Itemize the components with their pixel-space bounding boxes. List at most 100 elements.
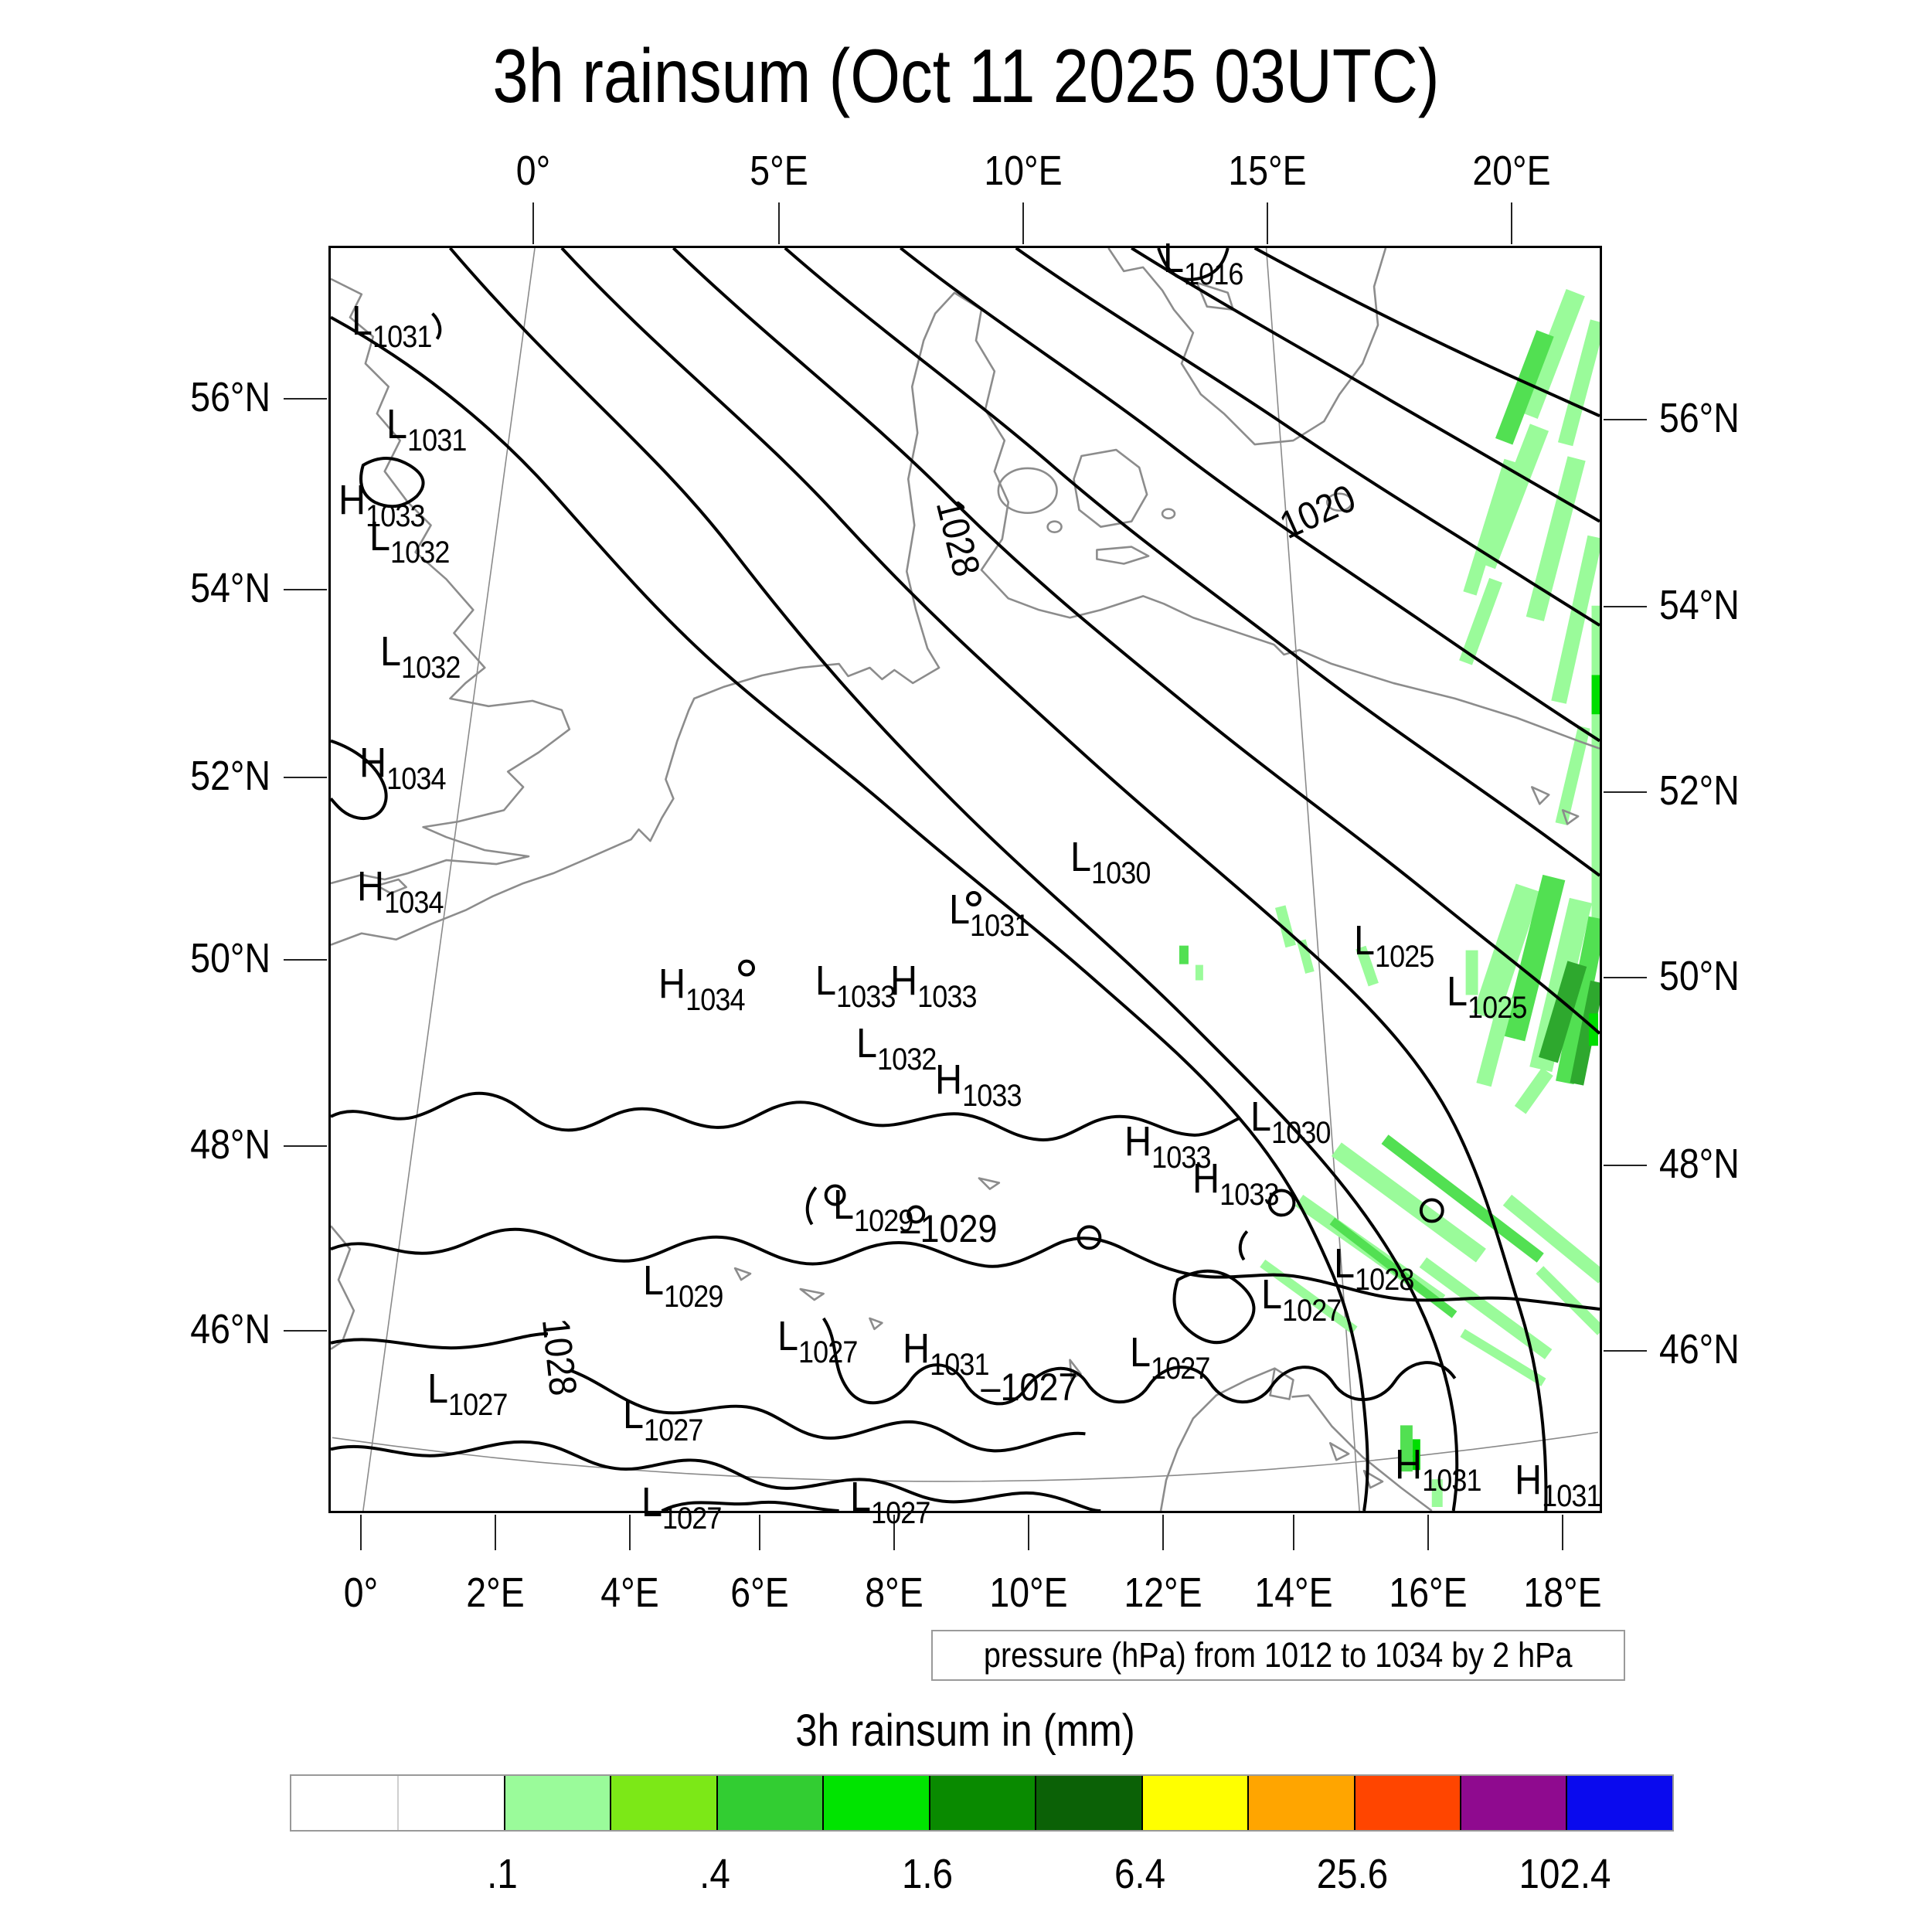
low-pressure-label: L1027 [623,1391,703,1447]
axis-tick-bottom [495,1515,496,1550]
axis-label-top: 15°E [1228,148,1307,194]
graticule [332,248,1599,1511]
axis-tick-bottom [1028,1515,1029,1550]
low-pressure-label: L1027 [1261,1271,1342,1328]
colorbar-tick-label: 1.6 [901,1851,953,1897]
axis-tick-bottom [360,1515,362,1550]
colorbar-cell [291,1776,398,1830]
axis-label-bottom: 2°E [466,1570,525,1616]
axis-label-top: 20°E [1472,148,1551,194]
high-pressure-label: H1033 [1192,1155,1279,1212]
low-pressure-label: L1030 [1070,834,1151,890]
colorbar-tick-label: .1 [487,1851,518,1897]
rain-cell [1570,980,1600,1086]
colorbar-cell [503,1776,611,1830]
colorbar-tick-label: 102.4 [1519,1851,1611,1897]
rain-cell [1556,916,1600,1085]
axis-label-left: 56°N [190,374,270,420]
low-pressure-label: L1027 [641,1479,722,1536]
rain-cell [1463,458,1518,596]
colorbar-tick-label: .4 [699,1851,730,1897]
contour-value-label: ‒1029 [900,1207,998,1250]
rain-cell [1502,1194,1600,1284]
coastlines [331,248,1600,1511]
axis-tick-bottom [1562,1515,1563,1550]
axis-tick-left [284,959,327,961]
rain-cell [1459,577,1502,665]
colorbar-cell [397,1776,504,1830]
axis-label-bottom: 16°E [1389,1570,1468,1616]
axis-tick-bottom [1293,1515,1294,1550]
low-pressure-label: L1025 [1447,968,1527,1025]
rain-cell [1526,456,1586,621]
contour-value-label: 1028 [533,1316,586,1398]
rain-cell [1476,423,1549,570]
colorbar-cell [610,1776,716,1830]
axis-label-top: 5°E [750,148,808,194]
axis-label-bottom: 4°E [600,1570,659,1616]
page-title: 3h rainsum (Oct 11 2025 03UTC) [492,33,1440,118]
low-pressure-label: L1028 [1334,1240,1414,1297]
rain-raster [1179,289,1600,1508]
pressure-contours [331,248,1600,1511]
colorbar-cell [928,1776,1036,1830]
rain-cell [1381,1134,1544,1263]
axis-label-top: 0° [515,148,551,194]
rain-cell [1495,330,1554,445]
colorbar-cell [1035,1776,1141,1830]
low-pressure-label: L1031 [949,886,1029,943]
colorbar-cell [822,1776,929,1830]
rain-cell [1551,535,1600,704]
high-pressure-label: H1034 [357,863,444,920]
axis-tick-top [1511,202,1512,244]
caption-box: pressure (hPa) from 1012 to 1034 by 2 hP… [931,1630,1625,1681]
low-pressure-label: L1027 [1130,1329,1210,1386]
low-pressure-label: L1016 [1163,235,1243,291]
rain-cell [1476,995,1515,1087]
axis-tick-top [1267,202,1268,244]
axis-label-left: 54°N [190,565,270,611]
rain-cell [1419,1257,1553,1359]
colorbar-cell [1141,1776,1248,1830]
low-pressure-label: L1032 [856,1020,937,1077]
low-pressure-label: L1030 [1250,1094,1331,1150]
axis-label-bottom: 8°E [865,1570,923,1616]
axis-label-left: 48°N [190,1121,270,1168]
colorbar-cell [716,1776,823,1830]
low-pressure-label: L1029 [643,1257,723,1314]
high-pressure-label: H1031 [903,1325,989,1382]
axis-label-bottom: 12°E [1124,1570,1202,1616]
axis-label-left: 52°N [190,753,270,799]
axis-tick-top [778,202,780,244]
colorbar-cell [1353,1776,1460,1830]
low-pressure-label: L1032 [369,513,450,570]
rain-cell [1514,1067,1553,1114]
axis-label-left: 50°N [190,935,270,981]
low-pressure-label: L1029 [833,1182,913,1238]
axis-tick-right [1604,791,1647,793]
colorbar-title: 3h rainsum in (mm) [795,1706,1135,1756]
high-pressure-label: H1033 [935,1056,1022,1113]
rain-cell [1331,1142,1486,1263]
axis-label-right: 46°N [1659,1326,1740,1372]
map-canvas [331,248,1600,1511]
axis-label-right: 52°N [1659,767,1740,814]
colorbar [290,1774,1674,1832]
rain-cell [1557,319,1600,447]
axis-tick-bottom [629,1515,631,1550]
low-pressure-label: L1031 [352,298,432,354]
low-pressure-label: L1031 [386,401,467,457]
axis-label-bottom: 18°E [1523,1570,1602,1616]
colorbar-cell [1566,1776,1672,1830]
axis-label-right: 56°N [1659,395,1740,441]
high-pressure-label: H1031 [1515,1457,1601,1513]
rain-cell [1355,945,1379,987]
axis-tick-top [532,202,534,244]
low-pressure-label: L1027 [850,1474,930,1530]
axis-tick-bottom [1427,1515,1429,1550]
axis-tick-right [1604,606,1647,607]
axis-label-right: 48°N [1659,1141,1740,1187]
axis-label-right: 50°N [1659,953,1740,999]
rain-cell [1274,905,1296,948]
axis-tick-left [284,589,327,590]
